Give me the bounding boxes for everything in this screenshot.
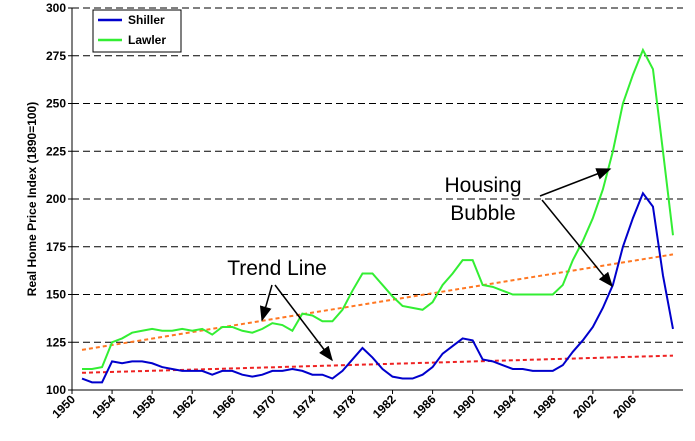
series-line: [82, 47, 674, 370]
annotation: Bubble: [450, 202, 515, 225]
x-tick-label: 1982: [370, 392, 399, 421]
arrow: [541, 199, 613, 288]
y-tick-label: 125: [46, 335, 66, 349]
y-axis-label: Real Home Price Index (1890=100): [25, 102, 39, 296]
y-tick-label: 275: [46, 49, 66, 63]
x-tick-label: 1990: [450, 392, 479, 421]
x-tick-label: 1958: [129, 392, 158, 421]
x-tick-label: 1974: [290, 392, 319, 421]
x-tick-label: 2002: [570, 392, 599, 421]
annotation: Housing: [444, 174, 521, 197]
y-tick-label: 225: [46, 144, 66, 158]
arrow: [539, 168, 612, 197]
y-tick-label: 175: [46, 240, 66, 254]
trend-line: [81, 253, 674, 351]
annotation: Trend Line: [227, 257, 327, 280]
series-line: [81, 191, 674, 384]
x-tick-label: 2006: [610, 392, 639, 421]
x-tick-label: 1954: [89, 392, 118, 421]
x-tick-label: 1986: [410, 392, 439, 421]
arrows: [259, 168, 613, 362]
legend-label: Lawler: [128, 33, 166, 47]
x-tick-label: 1978: [330, 392, 359, 421]
y-tick-label: 300: [46, 1, 66, 15]
x-tick-label: 1966: [210, 392, 239, 421]
legend: [92, 9, 182, 53]
x-tick-label: 1994: [490, 392, 519, 421]
x-tick-label: 1998: [530, 392, 559, 421]
legend-label: Shiller: [128, 13, 165, 27]
y-tick-label: 100: [46, 383, 66, 397]
y-tick-label: 250: [46, 97, 66, 111]
arrow: [259, 284, 273, 322]
x-tick-label: 1970: [250, 392, 279, 421]
arrow: [274, 284, 333, 362]
x-tick-label: 1962: [170, 392, 199, 421]
legend-box: [92, 9, 182, 53]
y-tick-label: 150: [46, 288, 66, 302]
y-tick-label: 200: [46, 192, 66, 206]
